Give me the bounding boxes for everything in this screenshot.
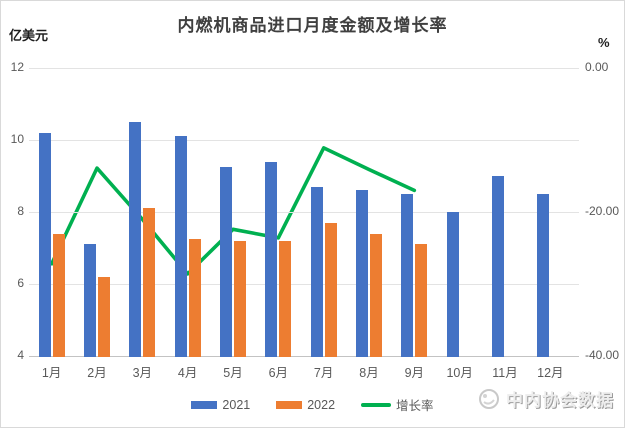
bar-2021-6月 xyxy=(265,161,278,357)
bar-2022-7月 xyxy=(324,222,337,357)
bar-2021-9月 xyxy=(401,194,414,357)
right-axis-tick: -20.00 xyxy=(585,204,620,218)
bar-2022-6月 xyxy=(279,240,292,357)
gridline xyxy=(29,67,579,69)
bar-2021-3月 xyxy=(129,122,142,357)
legend-swatch-2022 xyxy=(276,400,303,409)
left-axis-unit-label: 亿美元 xyxy=(9,28,49,43)
right-axis-tick: 0.00 xyxy=(585,60,609,74)
x-axis-tick: 11月 xyxy=(492,366,518,380)
legend-label: 2022 xyxy=(307,397,336,412)
legend-swatch-2021 xyxy=(191,400,218,409)
gridline xyxy=(29,283,579,285)
x-axis-tick: 10月 xyxy=(446,366,473,380)
bar-2022-9月 xyxy=(415,244,428,357)
legend-item-2021: 2021 xyxy=(191,398,250,412)
bar-2021-5月 xyxy=(220,167,232,357)
x-axis-tick: 3月 xyxy=(132,366,153,380)
bar-2021-11月 xyxy=(492,176,504,357)
gridline xyxy=(29,355,579,357)
x-axis-tick: 8月 xyxy=(359,366,379,380)
bar-2021-10月 xyxy=(446,212,459,357)
bar-2022-5月 xyxy=(234,240,246,357)
bar-2022-8月 xyxy=(370,233,382,357)
association-logo-icon xyxy=(479,388,499,409)
x-axis-tick: 4月 xyxy=(177,366,198,380)
bar-2021-8月 xyxy=(356,190,368,357)
gridline xyxy=(29,139,579,141)
watermark: 中内协会数据 xyxy=(477,386,614,411)
bar-2022-2月 xyxy=(98,276,110,357)
gridline xyxy=(29,211,579,213)
legend-label: 增长率 xyxy=(396,399,434,413)
legend-swatch-增长率 xyxy=(361,402,392,407)
legend: 2021 2022 增长率 xyxy=(1,395,624,414)
x-axis-tick: 2月 xyxy=(87,366,107,380)
bar-2021-2月 xyxy=(84,244,96,357)
chart-title: 内燃机商品进口月度金额及增长率 xyxy=(177,16,448,35)
bar-2022-1月 xyxy=(52,233,65,357)
bar-2022-3月 xyxy=(143,208,156,357)
bar-2021-7月 xyxy=(310,186,323,357)
left-axis-tick: 12 xyxy=(10,60,24,74)
watermark-text: 中内协会数据 xyxy=(506,391,614,410)
left-axis-tick: 10 xyxy=(10,132,24,146)
x-axis-tick: 1月 xyxy=(41,366,62,380)
bar-2022-4月 xyxy=(188,239,201,357)
x-axis-tick: 6月 xyxy=(268,366,289,380)
x-axis-tick: 5月 xyxy=(223,366,243,380)
x-axis-tick: 12月 xyxy=(537,366,564,380)
legend-item-2022: 2022 xyxy=(276,398,335,412)
left-axis-tick: 4 xyxy=(17,348,24,362)
legend-label: 2021 xyxy=(222,397,251,412)
right-axis-tick: -40.00 xyxy=(585,348,620,362)
legend-item-增长率: 增长率 xyxy=(361,395,434,414)
bar-2021-12月 xyxy=(537,194,550,357)
x-axis-tick: 9月 xyxy=(404,366,425,380)
x-axis-tick: 7月 xyxy=(313,366,334,380)
right-axis-unit-label: % xyxy=(598,35,610,50)
left-axis-tick: 6 xyxy=(17,276,24,290)
bar-2021-1月 xyxy=(38,132,51,357)
left-axis-tick: 8 xyxy=(17,204,24,218)
bar-2021-4月 xyxy=(174,136,187,357)
